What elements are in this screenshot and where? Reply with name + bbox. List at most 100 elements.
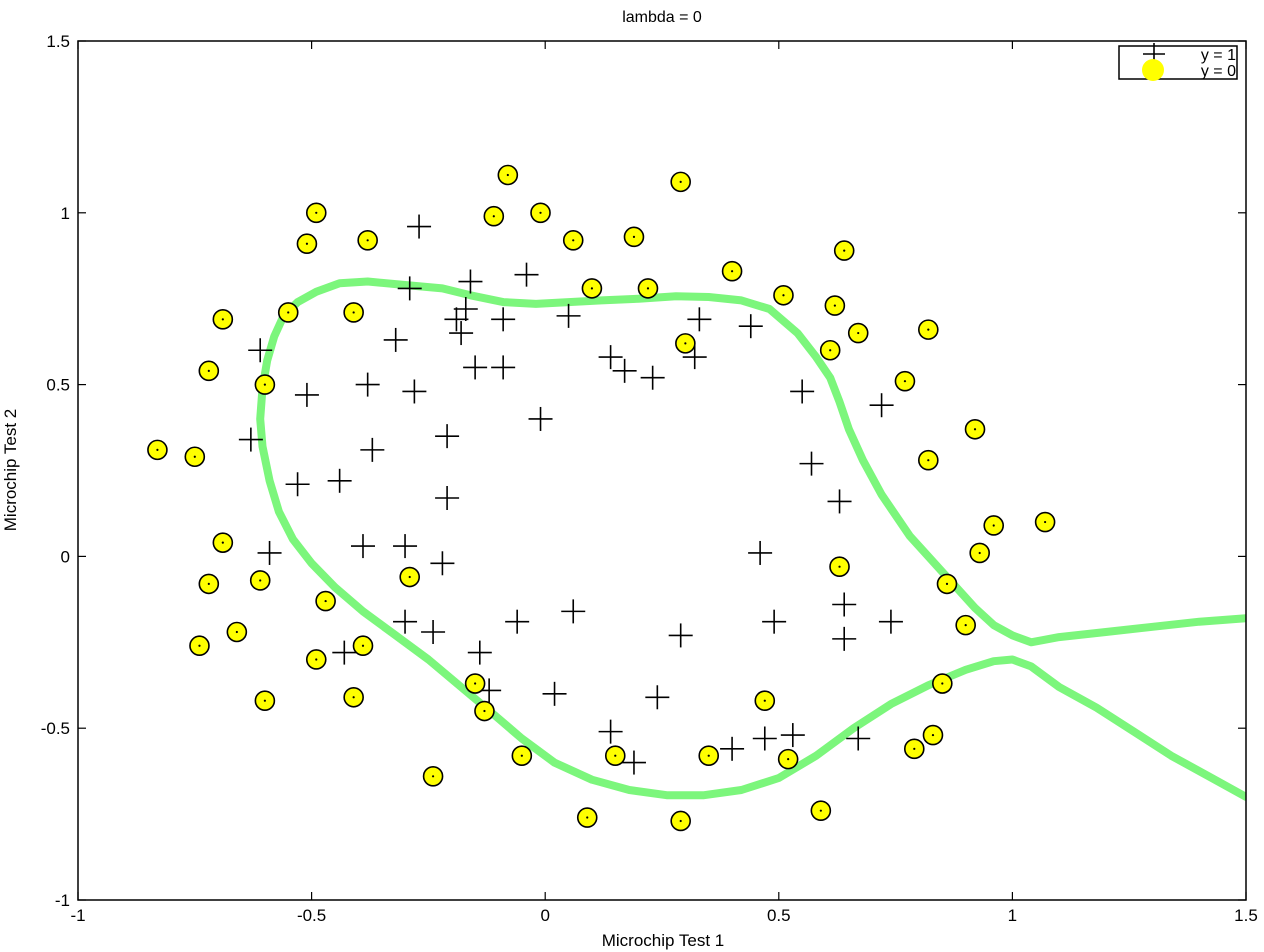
legend-label-y1: y = 1 xyxy=(1201,47,1236,64)
point-y0 xyxy=(422,766,444,787)
legend-box xyxy=(1118,45,1238,80)
point-y0 xyxy=(932,673,953,694)
point-y1 xyxy=(720,736,745,761)
point-y0 xyxy=(894,370,916,392)
point-y0 xyxy=(296,233,318,255)
point-y1 xyxy=(248,338,273,363)
point-y0 xyxy=(497,164,519,186)
point-y0 xyxy=(483,205,505,227)
point-y0 xyxy=(819,339,841,361)
point-y1 xyxy=(846,726,871,751)
point-y1 xyxy=(799,451,824,476)
decision-boundary-curve xyxy=(256,277,1246,801)
point-y0 xyxy=(698,745,720,766)
legend: y = 1 y = 0 xyxy=(1118,43,1238,81)
plot-frame xyxy=(77,40,1247,901)
point-y1 xyxy=(402,379,427,404)
point-y0 xyxy=(581,278,603,299)
point-y1 xyxy=(453,297,478,322)
x-tick-label: 1 xyxy=(1008,906,1017,925)
x-axis-label: Microchip Test 1 xyxy=(602,931,725,950)
point-y0 xyxy=(670,810,691,832)
point-y1 xyxy=(327,468,352,493)
point-y1 xyxy=(393,534,418,559)
y-tick-label: 0 xyxy=(61,547,70,566)
point-y0 xyxy=(357,229,378,251)
point-y0 xyxy=(464,673,486,694)
point-y1 xyxy=(467,640,492,665)
point-y1 xyxy=(598,345,623,370)
y-tick-label: -1 xyxy=(55,891,70,910)
point-y1 xyxy=(449,321,474,346)
point-y1 xyxy=(780,723,805,748)
point-y0 xyxy=(315,590,336,612)
point-y1 xyxy=(542,681,567,706)
point-y0 xyxy=(777,748,799,770)
point-y0 xyxy=(918,449,939,471)
point-y1 xyxy=(350,534,375,559)
point-y0 xyxy=(936,573,958,595)
point-y1 xyxy=(444,307,469,332)
y-axis-ticks: -1 -0.5 0 0.5 1 1.5 xyxy=(41,32,1246,910)
point-y1 xyxy=(435,485,460,510)
point-y0 xyxy=(189,635,210,657)
point-y0 xyxy=(810,800,832,821)
point-y1 xyxy=(397,276,422,301)
x-axis-ticks: -1 -0.5 0 0.5 1 1.5 xyxy=(70,41,1258,925)
point-y1 xyxy=(421,619,446,644)
point-y1 xyxy=(383,327,408,352)
point-y1 xyxy=(561,599,586,624)
point-y0 xyxy=(343,686,364,708)
point-y1 xyxy=(294,382,319,407)
point-y1 xyxy=(869,393,894,418)
point-y1 xyxy=(748,540,773,565)
point-y1 xyxy=(612,358,637,383)
point-y0 xyxy=(399,566,421,588)
point-y1 xyxy=(878,609,903,634)
point-y1 xyxy=(762,609,787,634)
point-y0 xyxy=(254,690,276,712)
point-y1 xyxy=(355,372,380,397)
point-y0 xyxy=(352,635,374,657)
point-y1 xyxy=(528,406,553,431)
point-y0 xyxy=(305,649,327,670)
chart-title: lambda = 0 xyxy=(622,9,702,26)
plot-area xyxy=(147,164,1246,832)
x-tick-label: 0 xyxy=(540,906,549,925)
point-y1 xyxy=(687,307,712,332)
point-y1 xyxy=(514,262,539,287)
point-y0 xyxy=(833,240,855,261)
point-y1 xyxy=(752,726,777,751)
point-y0 xyxy=(198,360,220,382)
scatter-points xyxy=(147,164,1056,832)
point-y1 xyxy=(621,750,646,775)
point-y0 xyxy=(226,621,248,643)
point-y1 xyxy=(332,640,357,665)
point-y0 xyxy=(511,745,533,766)
point-y1 xyxy=(491,307,516,332)
y-tick-label: 0.5 xyxy=(46,376,70,395)
point-y1 xyxy=(463,355,488,380)
point-y0 xyxy=(754,690,776,712)
point-y0 xyxy=(964,418,986,440)
point-y1 xyxy=(491,355,516,380)
point-y1 xyxy=(640,365,665,390)
x-tick-label: 0.5 xyxy=(767,906,791,925)
decision-boundary xyxy=(256,277,1246,801)
x-tick-label: -1 xyxy=(70,906,85,925)
point-y0 xyxy=(955,614,976,636)
point-y0 xyxy=(637,278,659,299)
point-y1 xyxy=(832,592,857,617)
point-y0 xyxy=(829,556,850,578)
point-y0 xyxy=(212,532,234,553)
point-y1 xyxy=(645,685,670,710)
point-y0 xyxy=(343,302,364,323)
point-y0 xyxy=(918,319,939,340)
point-y1 xyxy=(257,540,282,565)
point-y1 xyxy=(407,214,432,239)
point-y0 xyxy=(983,515,1005,536)
point-y1 xyxy=(668,623,693,648)
point-y0 xyxy=(254,374,276,395)
point-y1 xyxy=(556,303,581,328)
